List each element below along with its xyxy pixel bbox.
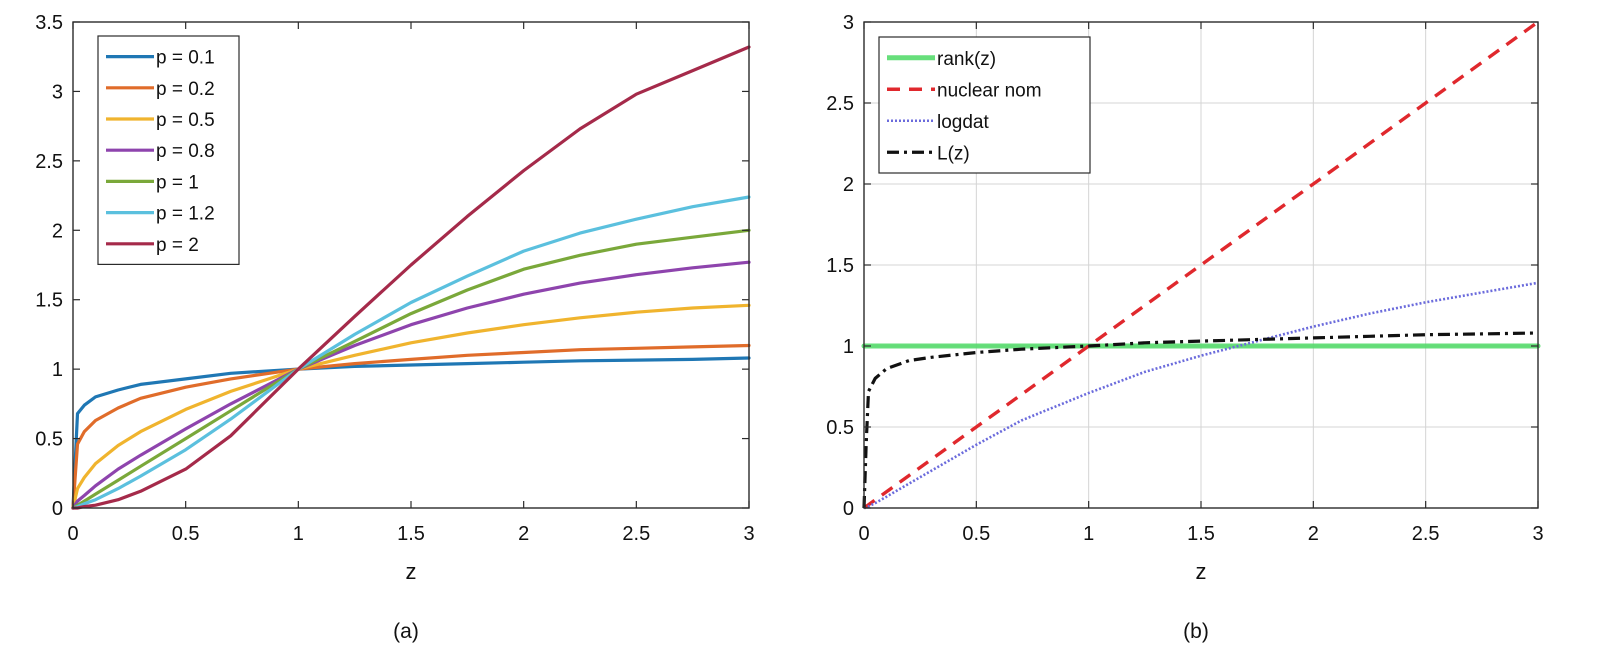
legend-item: p = 2 <box>106 235 199 256</box>
legend-label: p = 1.2 <box>156 204 215 225</box>
legend-label: p = 0.2 <box>156 79 215 100</box>
x-tick-label: 1.5 <box>1187 523 1215 545</box>
legend-item: logdat <box>887 112 989 133</box>
y-tick-label: 3.5 <box>35 12 63 34</box>
y-tick-label: 1 <box>843 336 854 358</box>
series-line-l-z- <box>862 331 1539 509</box>
x-tick-label: 2 <box>518 523 529 545</box>
y-tick-label: 0 <box>843 498 854 520</box>
x-tick-label: 0 <box>67 523 78 545</box>
series-line-logdat <box>863 281 1539 510</box>
y-tick-label: 2 <box>52 220 63 242</box>
series-line-p-2 <box>71 45 751 510</box>
legend-label: L(z) <box>937 143 970 164</box>
series-line-p-0-5 <box>71 303 751 510</box>
legend-label: p = 2 <box>156 235 199 256</box>
x-tick-label: 1 <box>293 523 304 545</box>
y-tick-label: 2 <box>843 174 854 196</box>
legend-item: p = 1.2 <box>106 204 215 225</box>
y-tick-label: 3 <box>52 81 63 103</box>
x-tick-label: 1.5 <box>397 523 425 545</box>
y-tick-label: 2.5 <box>826 93 854 115</box>
x-tick-label: 3 <box>743 523 754 545</box>
x-tick-label: 2 <box>1308 523 1319 545</box>
y-tick-label: 0.5 <box>826 417 854 439</box>
legend-label: p = 0.8 <box>156 141 215 162</box>
x-axis-title: z <box>406 559 417 584</box>
x-axis-title: z <box>1196 559 1207 584</box>
legend-label: p = 0.5 <box>156 110 215 131</box>
y-tick-label: 1 <box>52 359 63 381</box>
x-tick-label: 1 <box>1083 523 1094 545</box>
x-tick-label: 2.5 <box>1412 523 1440 545</box>
y-tick-label: 3 <box>843 12 854 34</box>
x-tick-label: 0.5 <box>962 523 990 545</box>
series-line-p-0-1 <box>71 356 751 510</box>
chart-panel-a: 0 0.5 1 1.5 2 2.5 3 0 0.5 1 1.5 2 2.5 3 3.5 z (a) p = 0.1… <box>35 12 754 643</box>
legend-label: nuclear nom <box>937 80 1042 101</box>
legend-item: p = 0.1 <box>106 48 215 69</box>
chart-panel-b: 0 0.5 1 1.5 2 2.5 3 0 0.5 1 1.5 2 2.5 3 z (b) rank(z) nuc… <box>826 12 1543 643</box>
y-tick-label: 0 <box>52 498 63 520</box>
y-tick-label: 2.5 <box>35 151 63 173</box>
x-tick-label: 0.5 <box>172 523 200 545</box>
legend-item: p = 0.8 <box>106 141 215 162</box>
panel-caption: (b) <box>1183 620 1209 643</box>
legend-item: p = 0.2 <box>106 79 215 100</box>
legend-label: p = 0.1 <box>156 48 215 69</box>
legend: p = 0.1 p = 0.2 p = 0.5 p = 0.8 p = 1 p = 1.2… <box>97 35 240 265</box>
legend-label: logdat <box>937 112 989 133</box>
legend: rank(z) nuclear nom logdat L(z) <box>878 36 1091 174</box>
legend-item: p = 1 <box>106 172 199 193</box>
y-tick-label: 1.5 <box>35 290 63 312</box>
x-tick-label: 2.5 <box>622 523 650 545</box>
y-tick-label: 1.5 <box>826 255 854 277</box>
legend-item: rank(z) <box>887 49 996 70</box>
legend-label: p = 1 <box>156 172 199 193</box>
x-tick-label: 3 <box>1532 523 1543 545</box>
legend-item: p = 0.5 <box>106 110 215 131</box>
series-line-p-0-2 <box>71 343 751 510</box>
series-line-p-0-8 <box>71 260 751 510</box>
x-tick-label: 0 <box>858 523 869 545</box>
legend-item: nuclear nom <box>887 80 1042 101</box>
panel-caption: (a) <box>393 620 419 643</box>
legend-label: rank(z) <box>937 49 996 70</box>
legend-item: L(z) <box>887 143 970 164</box>
series-line-nuclear-nom <box>863 20 1539 510</box>
y-tick-label: 0.5 <box>35 429 63 451</box>
